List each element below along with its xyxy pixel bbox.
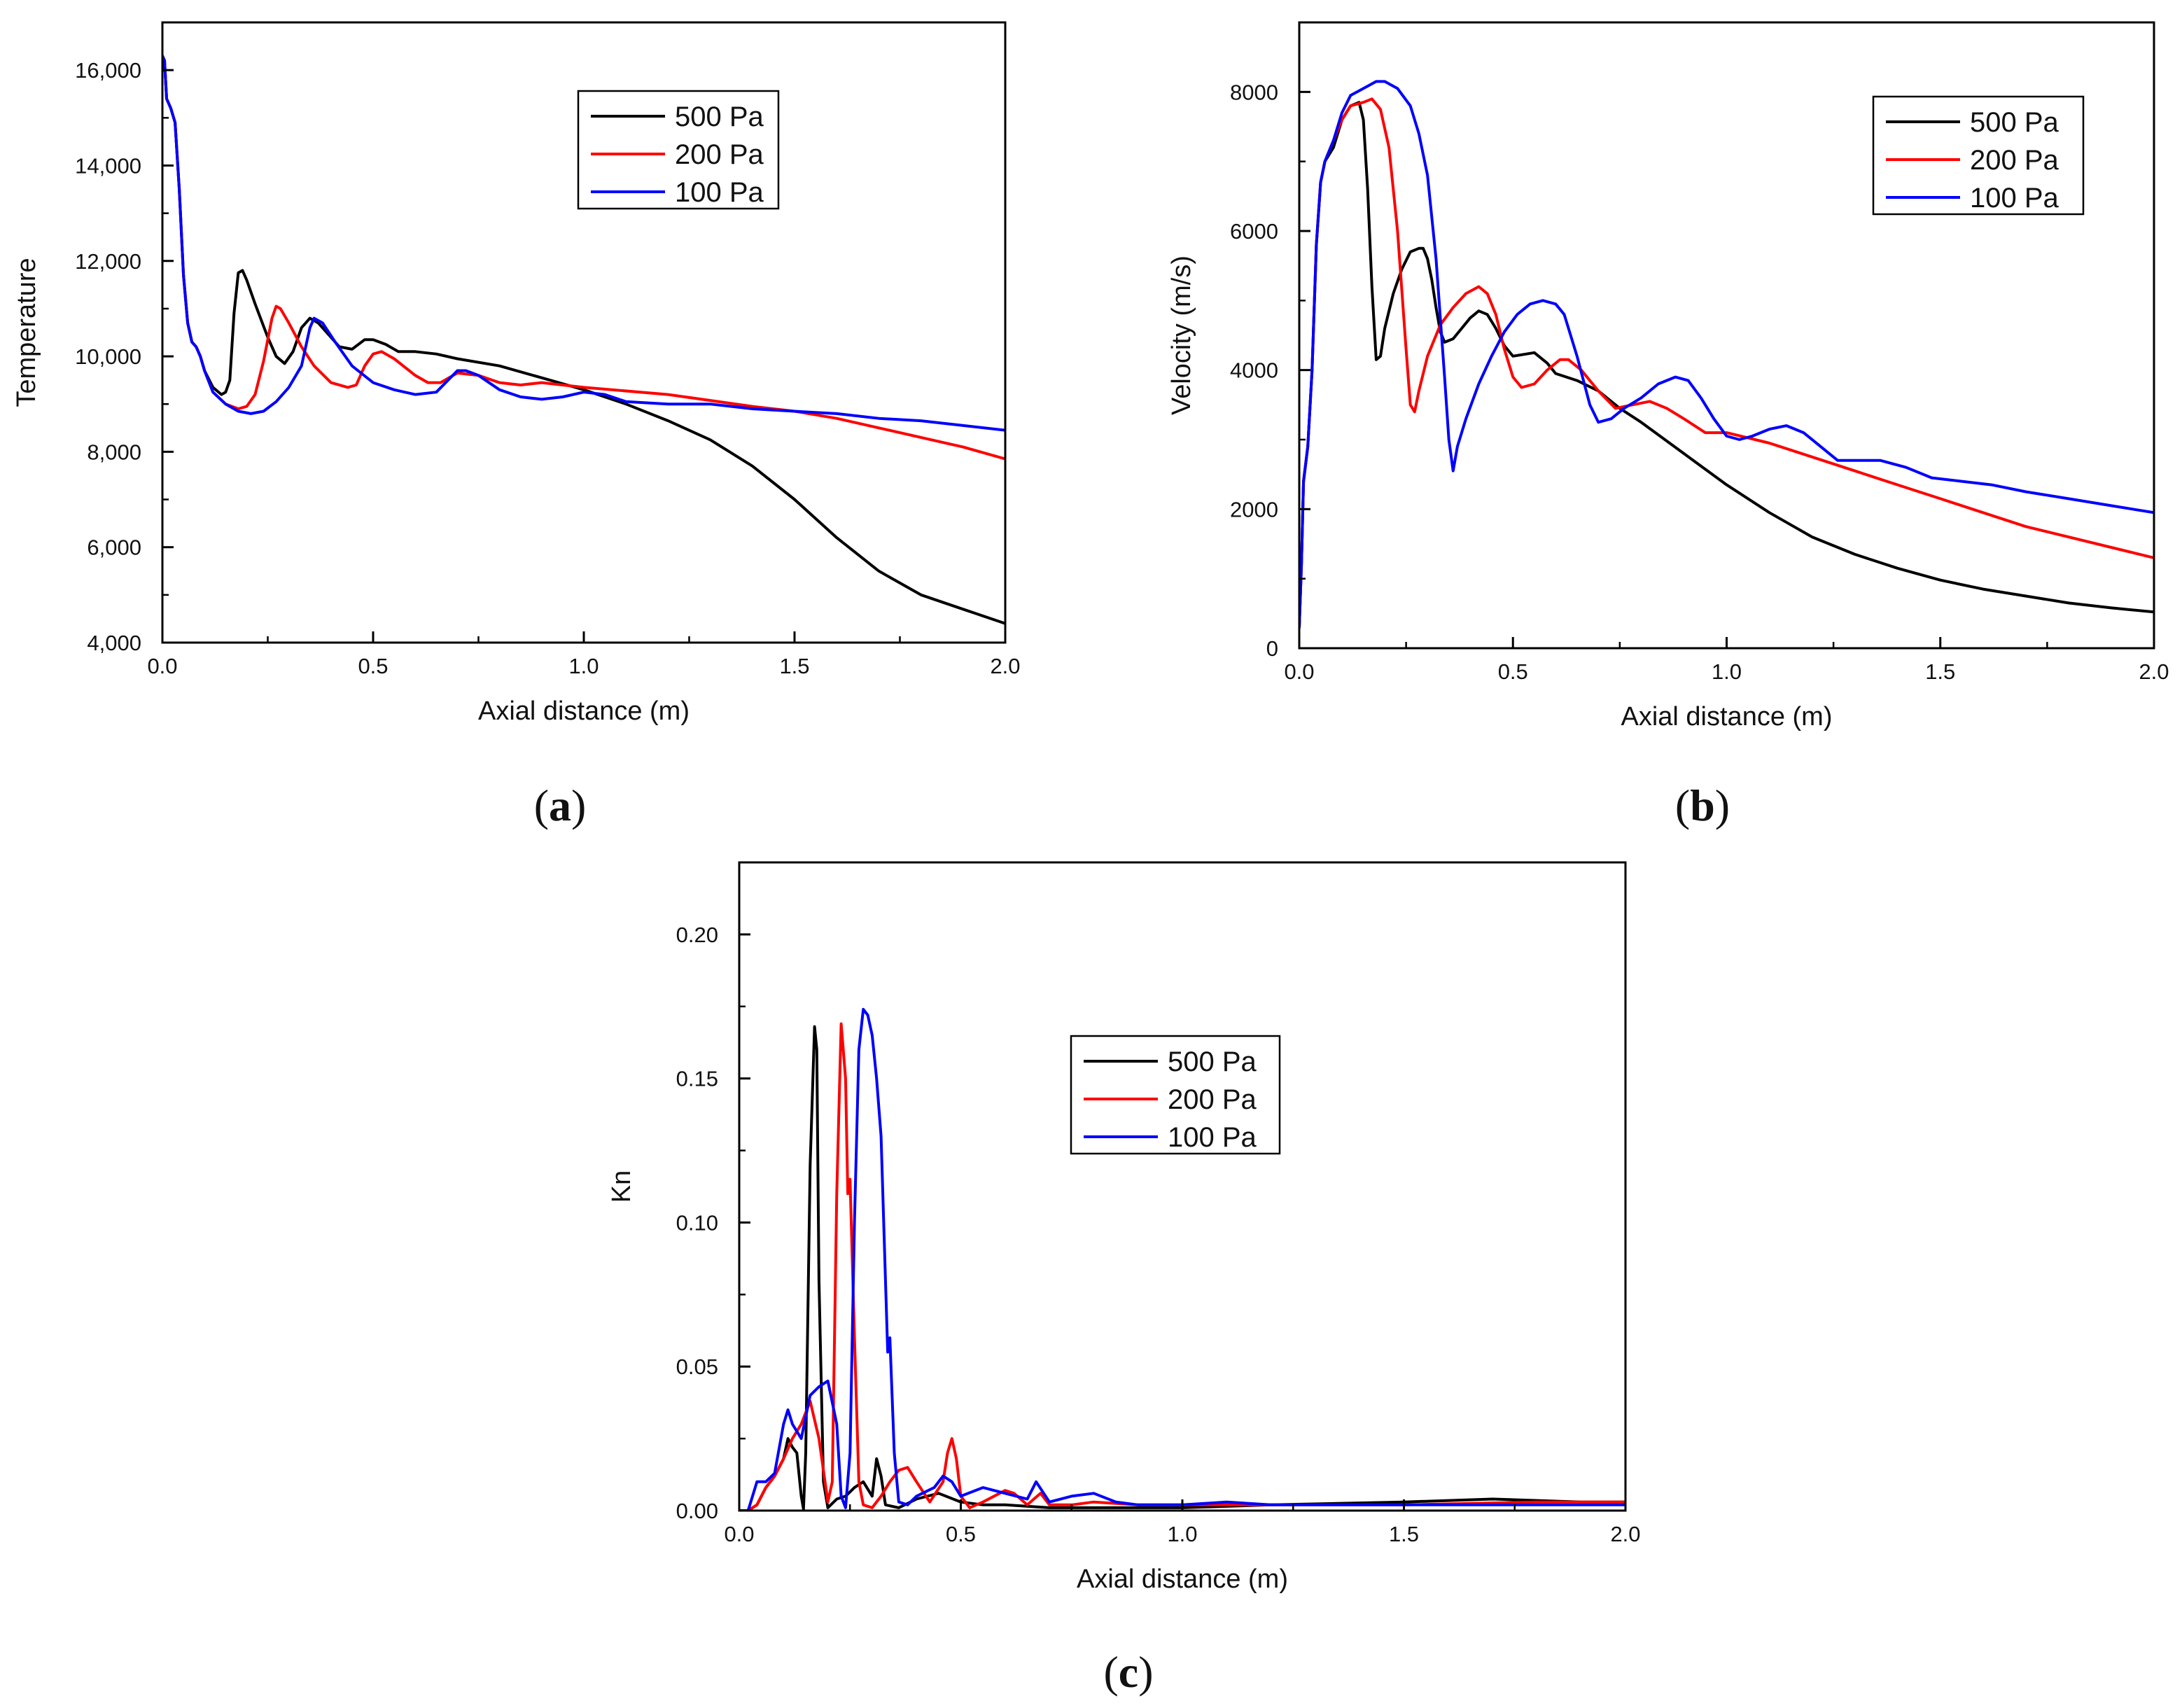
y-tick-label: 0.05 [676,1354,718,1379]
legend-box [577,90,780,210]
legend-label: 100 Pa [675,177,764,208]
legend-box [1872,95,2085,216]
chart-c-knudsen: 0.0 0.5 1.0 1.5 2.0 0.00 0.05 0.10 0.15 0.20 Axial… [607,861,1641,1594]
x-axis-label: Axial distance (m) [1077,1564,1288,1594]
panel-label-b: (b) [1675,780,1730,830]
y-tick-label: 2000 [1230,497,1278,522]
y-tick-label: 6000 [1230,219,1278,244]
x-tick-label: 0.5 [358,654,388,678]
y-tick-label: 8,000 [87,440,141,464]
x-tick-label: 1.5 [1925,659,1955,684]
legend: 500 Pa 200 Pa 100 Pa [1872,95,2085,216]
x-axis-label: Axial distance (m) [1621,702,1833,732]
panel-label-a: (a) [534,780,587,830]
series-line-100-pa [162,54,1005,432]
y-tick-label: 0.00 [676,1499,718,1523]
x-tick-label: 1.5 [1389,1522,1419,1546]
legend-label: 200 Pa [675,139,764,170]
chart-a-temperature: 0.0 0.5 1.0 1.5 2.0 4,000 6,000 8,000 10,000 12,0… [12,21,1021,726]
legend-label: 100 Pa [1168,1122,1257,1153]
legend-label: 200 Pa [1168,1084,1257,1115]
y-tick-label: 0.15 [676,1067,718,1091]
x-tick-label: 0.0 [147,654,177,678]
chart-b-velocity: 0.0 0.5 1.0 1.5 2.0 0 2000 4000 6000 8000 Axial di… [1167,21,2169,732]
legend-label: 500 Pa [1970,107,2059,138]
x-tick-label: 1.5 [779,654,809,678]
y-axis-label: Temperature [12,258,41,407]
y-tick-label: 14,000 [75,153,141,178]
x-tick-label: 2.0 [990,654,1020,678]
x-tick-label: 0.0 [724,1522,754,1546]
x-axis-label: Axial distance (m) [478,696,690,726]
x-tick-label: 0.5 [1498,659,1528,684]
panel-label-c: (c) [1103,1647,1153,1697]
legend-label: 500 Pa [1168,1046,1257,1077]
x-tick-label: 2.0 [2139,659,2169,684]
legend: 500 Pa 200 Pa 100 Pa [1070,1035,1281,1155]
x-tick-label: 2.0 [1610,1522,1640,1546]
legend-label: 100 Pa [1970,183,2059,214]
legend: 500 Pa 200 Pa 100 Pa [577,90,780,210]
x-tick-label: 0.5 [946,1522,976,1546]
y-tick-label: 0 [1266,636,1278,661]
series-line-100-pa [1299,80,2154,629]
x-tick-label: 1.0 [568,654,599,678]
y-tick-label: 0.10 [676,1210,718,1235]
chart-b-series [1299,80,2154,629]
y-tick-label: 8000 [1230,80,1278,104]
y-tick-label: 10,000 [75,344,141,369]
y-tick-label: 16,000 [75,58,141,83]
legend-box [1070,1035,1281,1155]
y-tick-label: 12,000 [75,249,141,274]
legend-label: 500 Pa [675,102,764,132]
x-tick-label: 1.0 [1167,1522,1197,1546]
x-tick-label: 1.0 [1712,659,1742,684]
y-tick-label: 4000 [1230,358,1278,383]
plot-frame [738,861,1627,1512]
y-tick-label: 4,000 [87,631,141,655]
legend-label: 200 Pa [1970,145,2059,176]
chart-a-series [162,54,1005,625]
y-tick-label: 0.20 [676,923,718,947]
y-axis-label: Velocity (m/s) [1167,255,1196,415]
y-axis-label: Kn [607,1170,636,1203]
x-tick-label: 0.0 [1284,659,1314,684]
y-tick-label: 6,000 [87,536,141,560]
series-line-100-pa [739,1007,1625,1511]
